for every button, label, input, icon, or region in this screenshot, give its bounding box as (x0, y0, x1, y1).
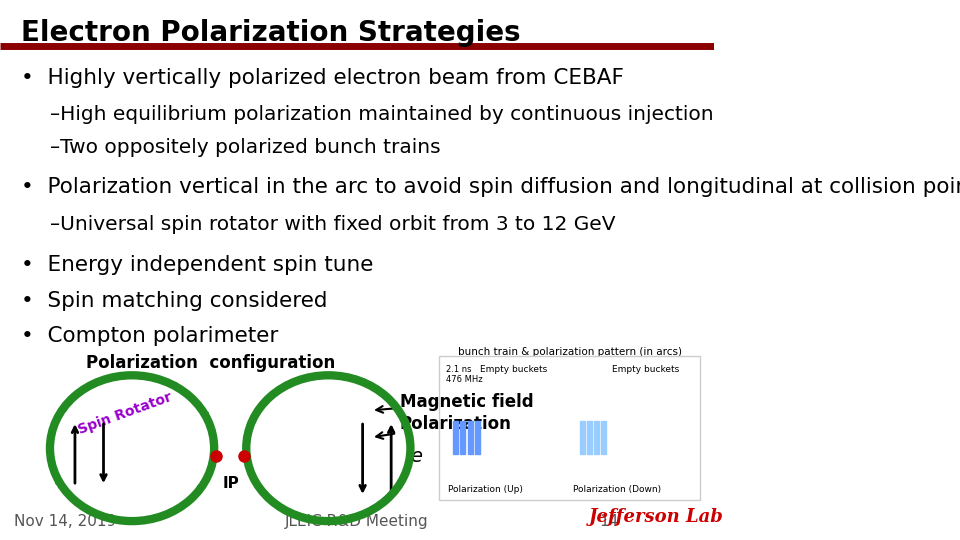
Text: bunch train & polarization pattern (in arcs): bunch train & polarization pattern (in a… (458, 347, 682, 357)
Text: 2.1 ns
476 MHz: 2.1 ns 476 MHz (446, 364, 483, 384)
Bar (453, 421, 458, 454)
Text: Jefferson Lab: Jefferson Lab (589, 509, 724, 526)
Text: Polarization (Down): Polarization (Down) (573, 485, 661, 494)
Text: –High equilibrium polarization maintained by continuous injection: –High equilibrium polarization maintaine… (50, 105, 713, 124)
Bar (580, 421, 585, 454)
Text: Nov 14, 2019: Nov 14, 2019 (14, 514, 116, 529)
Text: Electron Polarization Strategies: Electron Polarization Strategies (21, 19, 521, 47)
Text: Magnetic field: Magnetic field (376, 393, 534, 413)
Text: Empty buckets: Empty buckets (480, 364, 547, 374)
Bar (468, 421, 472, 454)
Text: JLEIC R&D Meeting: JLEIC R&D Meeting (285, 514, 429, 529)
Text: –Two oppositely polarized bunch trains: –Two oppositely polarized bunch trains (50, 138, 441, 157)
Text: •  Spin matching considered: • Spin matching considered (21, 291, 328, 310)
Text: Polarization  configuration: Polarization configuration (86, 354, 335, 372)
Text: •  Energy independent spin tune: • Energy independent spin tune (21, 255, 373, 275)
Text: Spin Rotator: Spin Rotator (76, 390, 174, 436)
Text: Polarization (Up): Polarization (Up) (448, 485, 523, 494)
Text: •  Highly vertically polarized electron beam from CEBAF: • Highly vertically polarized electron b… (21, 68, 624, 87)
Bar (474, 421, 480, 454)
Bar (594, 421, 599, 454)
Bar (461, 421, 466, 454)
Text: 14: 14 (600, 514, 619, 529)
Bar (601, 421, 606, 454)
Text: e: e (411, 447, 422, 466)
Text: –Universal spin rotator with fixed orbit from 3 to 12 GeV: –Universal spin rotator with fixed orbit… (50, 215, 615, 234)
Text: Polarization: Polarization (376, 415, 512, 439)
Text: •  Compton polarimeter: • Compton polarimeter (21, 326, 278, 346)
Text: •  Polarization vertical in the arc to avoid spin diffusion and longitudinal at : • Polarization vertical in the arc to av… (21, 177, 960, 197)
Text: Empty buckets: Empty buckets (612, 364, 680, 374)
Bar (587, 421, 591, 454)
Text: IP: IP (222, 476, 239, 491)
